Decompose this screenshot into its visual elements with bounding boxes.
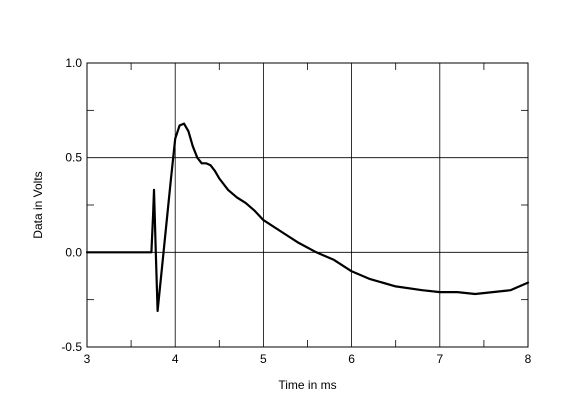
y-tick-label: 1.0 <box>65 56 82 70</box>
y-tick-label: -0.5 <box>61 340 82 354</box>
y-tick-labels: -0.5 0.0 0.5 1.0 <box>61 56 82 354</box>
x-tick-label: 4 <box>172 352 179 366</box>
x-tick-label: 6 <box>348 352 355 366</box>
y-axis-label: Data in Volts <box>31 171 45 238</box>
y-tick-label: 0.0 <box>65 245 82 259</box>
x-axis-label: Time in ms <box>278 378 336 392</box>
x-tick-labels: 3 4 5 6 7 8 <box>84 352 532 366</box>
x-tick-label: 3 <box>84 352 91 366</box>
x-tick-label: 5 <box>260 352 267 366</box>
grid-lines <box>87 63 528 347</box>
x-tick-label: 8 <box>525 352 532 366</box>
minor-ticks <box>87 63 528 347</box>
x-tick-label: 7 <box>436 352 443 366</box>
y-tick-label: 0.5 <box>65 151 82 165</box>
plot-frame <box>86 62 529 348</box>
series-line <box>85 122 530 313</box>
